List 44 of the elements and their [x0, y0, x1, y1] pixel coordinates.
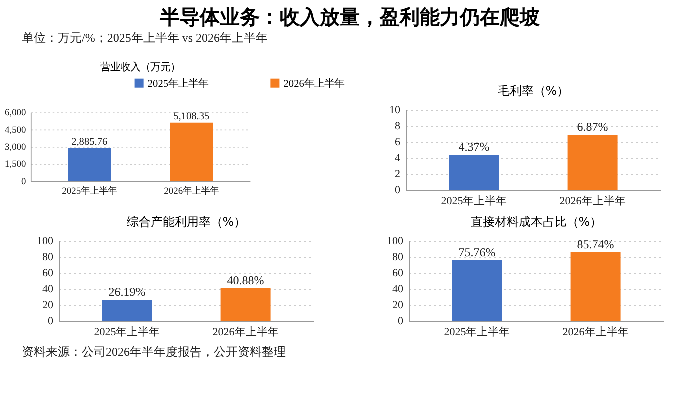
y-tick-label: 40	[42, 284, 54, 296]
y-tick-label: 1,500	[4, 160, 27, 170]
data-label: 26.19%	[108, 285, 146, 300]
y-tick-label: 60	[392, 268, 404, 280]
y-tick-label: 4,500	[4, 126, 27, 136]
y-tick-label: 0	[48, 316, 54, 328]
y-tick-label: 60	[42, 268, 54, 280]
x-tick-label: 2025年上半年	[94, 326, 160, 338]
y-tick-label: 8	[395, 120, 401, 132]
y-tick-label: 0	[22, 177, 27, 188]
y-tick-label: 20	[392, 300, 404, 312]
chart-title: 综合产能利用率（%）	[126, 215, 246, 229]
chart-title: 直接材料成本占比（%）	[470, 215, 602, 229]
y-tick-label: 80	[42, 252, 54, 264]
y-tick-label: 6	[395, 136, 401, 148]
y-tick-label: 20	[42, 300, 54, 312]
data-label: 40.88%	[227, 273, 264, 288]
data-label: 6.87%	[577, 120, 608, 134]
y-tick-label: 40	[392, 284, 404, 296]
y-tick-label: 80	[392, 252, 404, 264]
data-label: 2,885.76	[72, 136, 108, 148]
y-tick-label: 3,000	[4, 143, 27, 153]
data-label: 5,108.35	[174, 111, 210, 122]
data-label: 85.74%	[577, 237, 614, 252]
text: 单位：万元/%；2025年上半年 vs 2026年上半年	[21, 30, 269, 46]
y-tick-label: 6,000	[4, 108, 27, 119]
legend-label: 2025年上半年	[148, 78, 209, 90]
y-tick-label: 100	[387, 236, 404, 248]
text: 半导体业务：收入放量，盈利能力仍在爬坡	[159, 4, 541, 30]
y-tick-label: 0	[398, 316, 404, 328]
y-tick-label: 4	[395, 152, 401, 164]
x-tick-label: 2026年上半年	[562, 326, 629, 338]
x-tick-label: 2025年上半年	[444, 326, 510, 338]
x-tick-label: 2026年上半年	[212, 326, 279, 338]
data-label: 4.37%	[458, 140, 490, 154]
chart-title: 营业收入（万元）	[100, 61, 181, 74]
chart-title: 毛利率（%）	[498, 84, 570, 98]
y-tick-label: 100	[37, 236, 54, 248]
y-tick-label: 10	[390, 104, 401, 116]
data-label: 75.76%	[458, 245, 496, 260]
legend-label: 2026年上半年	[284, 78, 344, 90]
y-tick-label: 2	[395, 168, 400, 180]
text: 资料来源：公司2026年半年度报告，公开资料整理	[21, 344, 287, 361]
y-tick-label: 0	[395, 184, 401, 196]
